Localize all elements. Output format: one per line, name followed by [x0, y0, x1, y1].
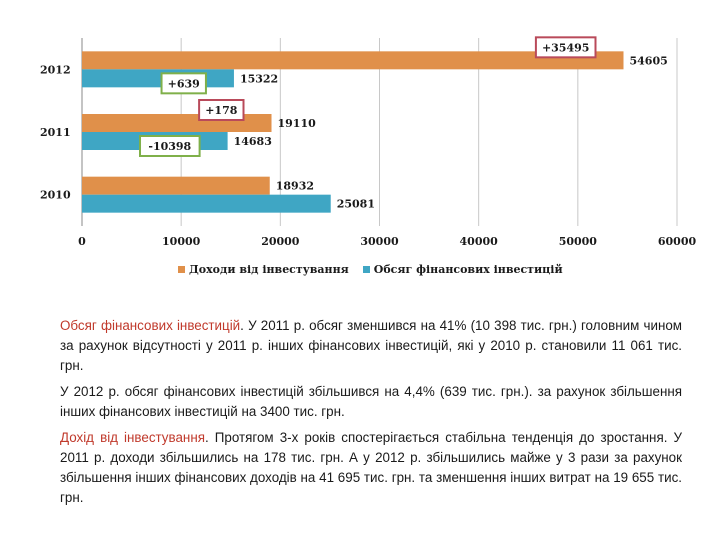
paragraph-investments-body: . У 2011 р. обсяг зменшився на 41% (10 3…	[60, 318, 683, 373]
bar-2012-series-0	[82, 51, 624, 70]
y-category-label: 2012	[40, 63, 71, 76]
callout-box	[160, 72, 207, 95]
value-label: 19110	[278, 117, 317, 130]
x-tick-label: 30000	[360, 235, 399, 248]
callout-box	[198, 99, 245, 121]
paragraph-investments: Обсяг фінансових інвестицій. У 2011 р. о…	[60, 316, 682, 376]
legend-item-income: Доходи від інвестування	[178, 263, 349, 276]
paragraph-investments-2012: У 2012 р. обсяг фінансових інвестицій зб…	[60, 384, 682, 419]
chart-legend: Доходи від інвестування Обсяг фінансових…	[178, 263, 563, 276]
value-label: 14683	[234, 135, 272, 148]
callout-1: +639	[160, 72, 207, 95]
paragraph-income: Дохід від інвестування. Протягом 3-х рок…	[60, 428, 682, 508]
paragraph-income-body: . Протягом 3-х років спостерігається ста…	[60, 430, 682, 505]
y-category-label: 2010	[40, 189, 71, 202]
x-tick-label: 0	[78, 235, 86, 248]
x-tick-label: 10000	[162, 235, 201, 248]
value-label: 18932	[276, 180, 314, 193]
legend-item-investments: Обсяг фінансових інвестицій	[362, 263, 563, 276]
change-callouts: +35495 +639 +178 -10398	[139, 36, 597, 157]
callout-box	[139, 135, 201, 157]
x-tick-label: 20000	[261, 235, 300, 248]
callout-box	[534, 36, 597, 59]
bar-chart: 0 10000 20000 30000 40000 50000 60000 2010 2011…	[40, 36, 696, 248]
x-tick-label: 40000	[460, 235, 499, 248]
commentary: Обсяг фінансових інвестицій. У 2011 р. о…	[60, 316, 682, 514]
x-tick-label: 60000	[658, 235, 697, 248]
bar-2010-series-0	[82, 176, 270, 195]
bar-2010-series-1	[82, 194, 331, 213]
callout-3: -10398	[139, 135, 201, 157]
callout-text: +35495	[542, 41, 590, 54]
callout-text: -10398	[148, 140, 191, 153]
y-axis-labels: 2010 2011 2012	[40, 63, 71, 201]
x-axis-ticks: 0 10000 20000 30000 40000 50000 60000	[78, 235, 696, 248]
legend-swatch-investments	[362, 266, 370, 273]
x-tick-label: 50000	[559, 235, 598, 248]
y-category-label: 2011	[40, 126, 71, 139]
value-label: 15322	[240, 72, 278, 85]
callout-0: +35495	[534, 36, 597, 59]
legend-label-investments: Обсяг фінансових інвестицій	[373, 263, 563, 276]
value-label: 54605	[629, 54, 667, 67]
legend-swatch-income	[178, 266, 185, 273]
paragraph-income-lead: Дохід від інвестування	[60, 430, 205, 445]
callout-text: +639	[168, 77, 200, 90]
callout-text: +178	[205, 104, 238, 117]
legend-label-income: Доходи від інвестування	[189, 263, 349, 276]
bar-2012-series-1	[82, 69, 234, 88]
callout-2: +178	[198, 99, 245, 121]
paragraph-investments-lead: Обсяг фінансових інвестицій	[60, 318, 241, 333]
value-labels: 18932 25081 19110 14683 54605 15322	[234, 54, 668, 210]
value-label: 25081	[337, 198, 375, 211]
